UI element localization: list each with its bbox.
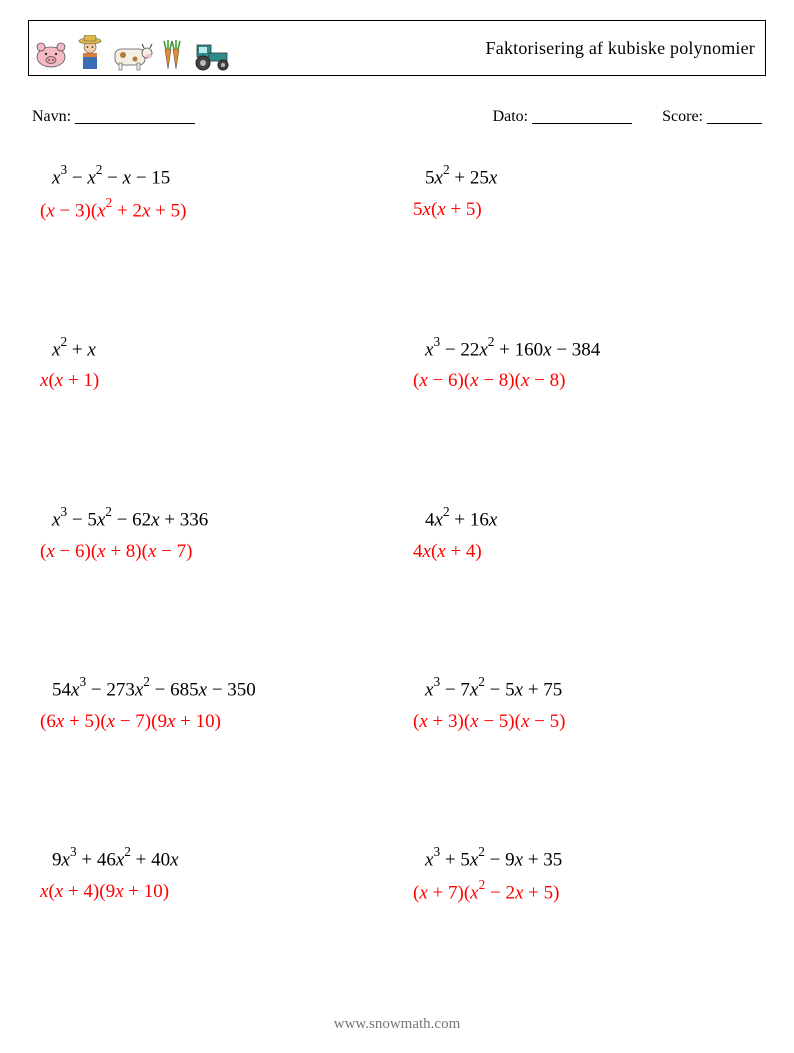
score-field: Score:: [662, 104, 762, 126]
name-field: Navn:: [32, 104, 195, 126]
problem-4: x3 − 22x2 + 160x − 384(x − 6)(x − 8)(x −…: [407, 334, 760, 396]
problem-answer: (6x + 5)(x − 7)(9x + 10): [34, 707, 387, 736]
problem-question: x3 − 5x2 − 62x + 336: [34, 504, 387, 535]
problem-5: x3 − 5x2 − 62x + 336(x − 6)(x + 8)(x − 7…: [34, 504, 387, 566]
problem-8: x3 − 7x2 − 5x + 75(x + 3)(x − 5)(x − 5): [407, 674, 760, 736]
problem-answer: (x − 6)(x + 8)(x − 7): [34, 537, 387, 566]
problem-answer: (x − 3)(x2 + 2x + 5): [34, 195, 387, 226]
worksheet-header: Faktorisering af kubiske polynomier: [28, 20, 766, 76]
problem-10: x3 + 5x2 − 9x + 35(x + 7)(x2 − 2x + 5): [407, 844, 760, 908]
cow-icon: [111, 39, 153, 71]
score-label: Score:: [662, 108, 703, 125]
farmer-icon: [75, 35, 105, 71]
problem-answer: (x + 3)(x − 5)(x − 5): [407, 707, 760, 736]
problem-question: x3 + 5x2 − 9x + 35: [407, 844, 760, 875]
problem-answer: 4x(x + 4): [407, 537, 760, 566]
tractor-icon: [191, 39, 233, 71]
problem-answer: x(x + 4)(9x + 10): [34, 877, 387, 906]
problem-answer: 5x(x + 5): [407, 195, 760, 224]
carrots-icon: [159, 37, 185, 71]
problem-question: 9x3 + 46x2 + 40x: [34, 844, 387, 875]
name-label: Navn:: [32, 108, 71, 125]
score-blank[interactable]: [707, 107, 762, 124]
problem-question: x2 + x: [34, 334, 387, 365]
problem-question: x3 − 22x2 + 160x − 384: [407, 334, 760, 365]
problem-question: 4x2 + 16x: [407, 504, 760, 535]
problems-grid: x3 − x2 − x − 15(x − 3)(x2 + 2x + 5) 5x2 …: [28, 162, 766, 908]
pig-icon: [33, 37, 69, 71]
problem-answer: (x + 7)(x2 − 2x + 5): [407, 877, 760, 908]
worksheet-title: Faktorisering af kubiske polynomier: [486, 38, 755, 59]
meta-row: Navn: Dato: Score:: [32, 104, 762, 126]
date-label: Dato:: [493, 108, 529, 125]
problem-answer: (x − 6)(x − 8)(x − 8): [407, 366, 760, 395]
date-field: Dato:: [493, 104, 633, 126]
problem-6: 4x2 + 16x4x(x + 4): [407, 504, 760, 566]
problem-answer: x(x + 1): [34, 366, 387, 395]
problem-2: 5x2 + 25x5x(x + 5): [407, 162, 760, 226]
problem-1: x3 − x2 − x − 15(x − 3)(x2 + 2x + 5): [34, 162, 387, 226]
problem-question: 54x3 − 273x2 − 685x − 350: [34, 674, 387, 705]
date-blank[interactable]: [532, 107, 632, 124]
problem-9: 9x3 + 46x2 + 40xx(x + 4)(9x + 10): [34, 844, 387, 908]
problem-question: x3 − 7x2 − 5x + 75: [407, 674, 760, 705]
problem-7: 54x3 − 273x2 − 685x − 350(6x + 5)(x − 7)…: [34, 674, 387, 736]
name-blank[interactable]: [75, 107, 195, 124]
footer-link[interactable]: www.snowmath.com: [0, 1016, 794, 1033]
problem-3: x2 + xx(x + 1): [34, 334, 387, 396]
problem-question: 5x2 + 25x: [407, 162, 760, 193]
header-icons: [33, 25, 233, 71]
problem-question: x3 − x2 − x − 15: [34, 162, 387, 193]
